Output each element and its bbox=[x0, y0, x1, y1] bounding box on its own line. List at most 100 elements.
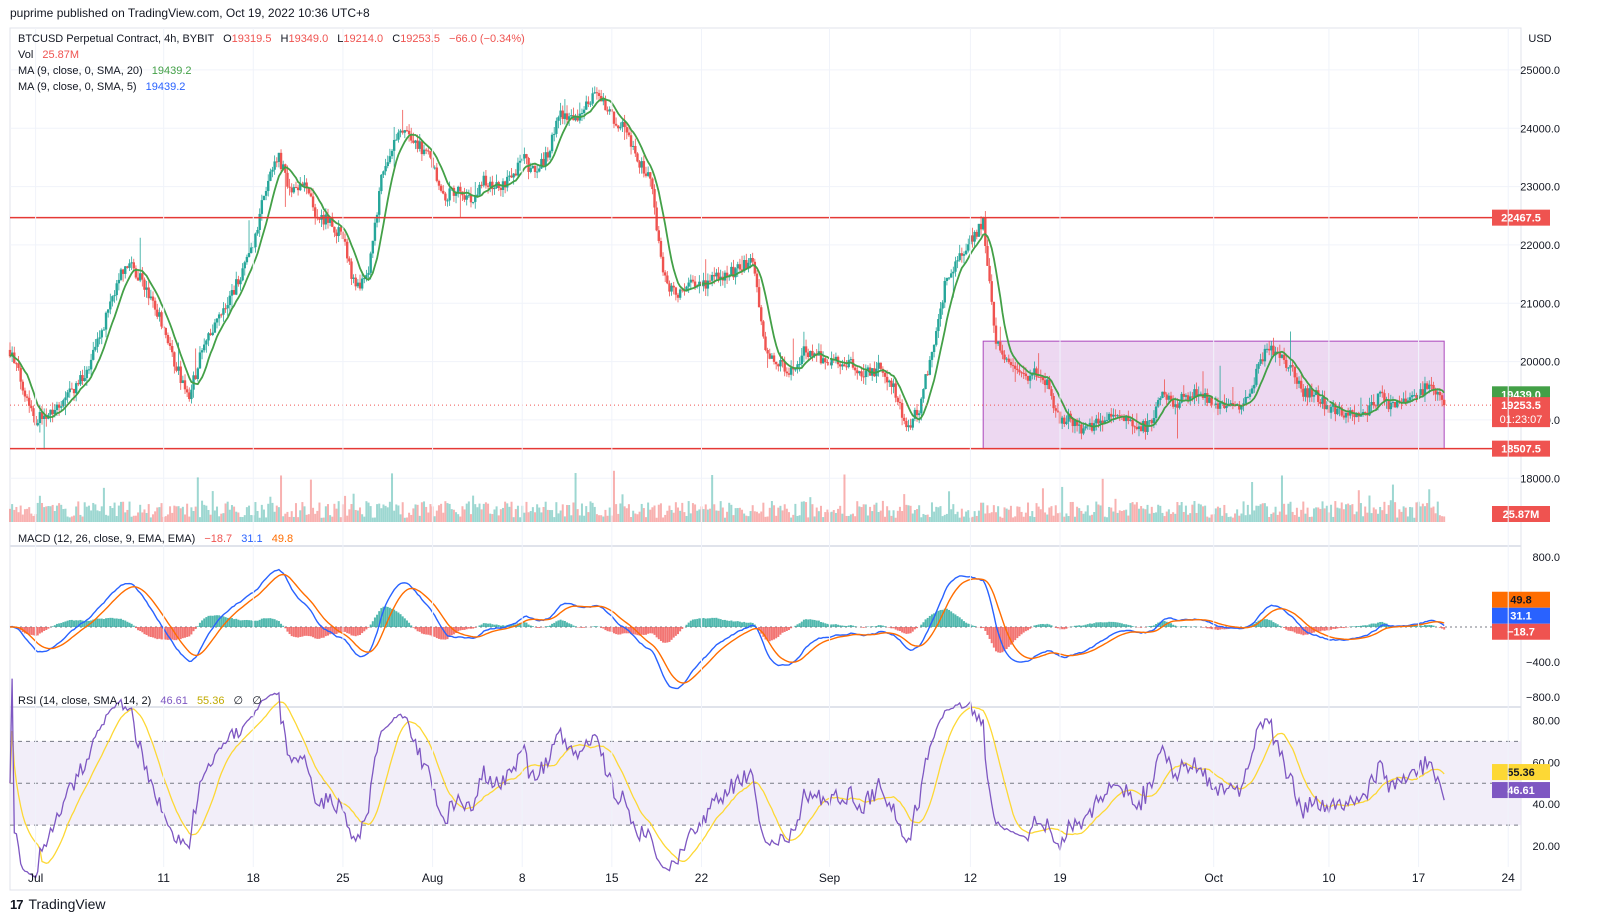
macd-histogram-bar bbox=[512, 624, 515, 627]
volume-bar bbox=[371, 517, 374, 522]
macd-histogram-bar bbox=[143, 627, 146, 635]
chart-area[interactable]: USD 18000.019000.020000.021000.022000.02… bbox=[0, 22, 1600, 912]
candle-body bbox=[89, 359, 93, 370]
candle-body bbox=[256, 229, 259, 234]
macd-histogram-bar bbox=[209, 615, 212, 627]
macd-pane[interactable]: 800.0−400.0−800.049.831.1−18.7 bbox=[9, 552, 1560, 704]
macd-histogram-bar bbox=[38, 627, 41, 634]
macd-histogram-bar bbox=[834, 624, 837, 627]
volume-bar bbox=[9, 508, 11, 522]
candle-body bbox=[506, 176, 509, 188]
candle-body bbox=[1184, 395, 1188, 397]
candle-body bbox=[612, 111, 616, 124]
candle bbox=[766, 347, 769, 368]
candle-body bbox=[952, 271, 955, 274]
candle-body bbox=[1359, 414, 1363, 417]
candle-body bbox=[932, 344, 936, 352]
volume-bar bbox=[1039, 509, 1042, 522]
volume-bar bbox=[734, 508, 737, 522]
volume-bar bbox=[354, 509, 357, 522]
candle bbox=[36, 419, 39, 427]
volume-bar bbox=[741, 509, 744, 522]
volume-bar bbox=[892, 510, 895, 522]
candle-body bbox=[1346, 412, 1350, 416]
macd-histogram-bar bbox=[130, 623, 133, 627]
candle bbox=[499, 186, 503, 197]
candle bbox=[1323, 390, 1326, 416]
volume-bar bbox=[928, 517, 931, 522]
volume-bar bbox=[435, 510, 438, 522]
candle-body bbox=[1438, 391, 1442, 396]
volume-bar bbox=[363, 516, 366, 522]
macd-histogram-bar bbox=[316, 627, 319, 639]
candle-body bbox=[104, 312, 108, 330]
candle bbox=[1304, 386, 1307, 402]
candle-body bbox=[264, 191, 268, 196]
candle-body bbox=[337, 227, 340, 237]
candle bbox=[698, 275, 701, 294]
volume-bar bbox=[489, 513, 492, 522]
macd-histogram-bar bbox=[433, 627, 436, 637]
macd-histogram-bar bbox=[647, 627, 650, 634]
candle-body bbox=[597, 93, 601, 96]
macd-histogram-bar bbox=[331, 627, 334, 634]
candle bbox=[508, 171, 511, 182]
candle-body bbox=[1020, 372, 1023, 374]
volume-bar bbox=[326, 504, 329, 522]
macd-histogram-bar bbox=[260, 618, 263, 627]
price-pane[interactable]: 18000.019000.020000.021000.022000.023000… bbox=[8, 65, 1560, 522]
candle bbox=[834, 352, 838, 364]
legend-vol-label: Vol bbox=[18, 49, 33, 61]
candle bbox=[200, 347, 204, 360]
volume-bar bbox=[1012, 517, 1015, 522]
candle-body bbox=[1295, 377, 1299, 384]
candle-body bbox=[1009, 362, 1013, 366]
volume-bar bbox=[55, 505, 58, 522]
volume-bar bbox=[728, 502, 731, 522]
candle bbox=[89, 353, 93, 377]
volume-bar bbox=[420, 502, 423, 522]
macd-histogram-bar bbox=[348, 627, 351, 634]
volume-bar bbox=[1236, 509, 1239, 522]
candle bbox=[444, 191, 447, 206]
candle bbox=[488, 176, 492, 193]
candle bbox=[124, 266, 127, 279]
volume-bar bbox=[965, 511, 968, 522]
candle bbox=[28, 390, 31, 413]
macd-histogram-bar bbox=[1184, 626, 1187, 627]
candle bbox=[230, 283, 234, 310]
macd-histogram-bar bbox=[580, 627, 583, 628]
macd-histogram-bar bbox=[1362, 625, 1365, 627]
macd-histogram-bar bbox=[888, 627, 891, 628]
macd-histogram-bar bbox=[403, 618, 406, 627]
macd-histogram-bar bbox=[497, 625, 500, 627]
macd-histogram-bar bbox=[423, 627, 426, 635]
macd-histogram-bar bbox=[721, 619, 724, 627]
candle-body bbox=[725, 272, 729, 278]
volume-bar bbox=[297, 517, 300, 522]
volume-bar bbox=[58, 503, 61, 522]
candle-body bbox=[1001, 350, 1004, 355]
candle-body bbox=[533, 166, 537, 172]
candle-body bbox=[550, 134, 554, 152]
candle bbox=[232, 285, 236, 295]
volume-bar bbox=[399, 514, 402, 522]
macd-histogram-bar bbox=[544, 626, 547, 627]
macd-histogram-bar bbox=[192, 627, 195, 632]
macd-histogram-bar bbox=[973, 625, 976, 627]
candle bbox=[1419, 383, 1422, 397]
volume-bar bbox=[83, 502, 86, 522]
candle bbox=[1306, 384, 1309, 406]
volume-bar bbox=[228, 509, 231, 522]
time-axis[interactable]: Jul 11 18 25 Aug 8 15 22 Sep 12 19 Oct 10 17 24 bbox=[28, 28, 1515, 885]
macd-histogram-bar bbox=[301, 627, 304, 637]
legend-rsi-label: RSI (14, close, SMA, 14, 2) bbox=[18, 695, 151, 707]
candle bbox=[1176, 398, 1179, 439]
volume-bar bbox=[548, 510, 551, 522]
macd-histogram-bar bbox=[531, 626, 534, 627]
volume-bar bbox=[1362, 516, 1365, 522]
volume-bar bbox=[107, 515, 110, 522]
candle bbox=[1003, 350, 1006, 363]
macd-histogram-bar bbox=[1355, 626, 1358, 627]
